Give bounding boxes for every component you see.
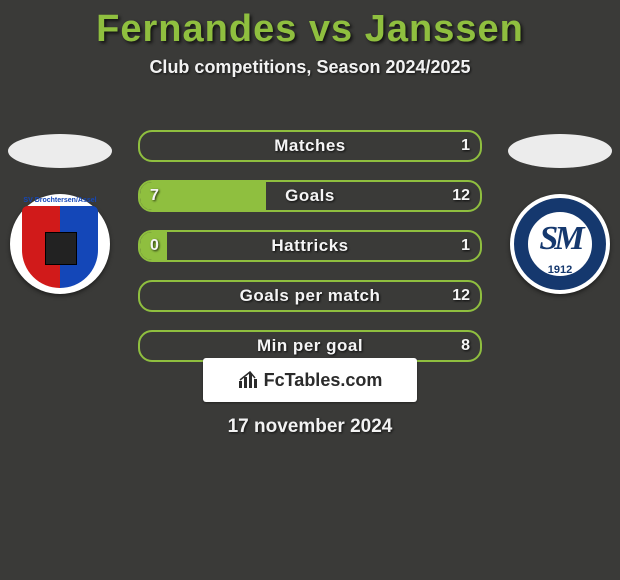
right-player-column: SM 1912 <box>500 134 620 294</box>
branding-badge: FcTables.com <box>203 358 417 402</box>
stat-label: Goals <box>140 182 480 210</box>
page-title: Fernandes vs Janssen <box>0 8 620 51</box>
stat-label: Hattricks <box>140 232 480 260</box>
stat-right-value: 8 <box>461 332 470 360</box>
stats-rows: Matches 1 7 Goals 12 0 Hattricks 1 Goals… <box>138 130 482 380</box>
stat-row-matches: Matches 1 <box>138 130 482 162</box>
stat-label: Matches <box>140 132 480 160</box>
left-club-badge-text: SV Drochtersen/Assel <box>10 197 110 204</box>
stat-right-value: 1 <box>461 132 470 160</box>
page-subtitle: Club competitions, Season 2024/2025 <box>0 57 620 78</box>
right-club-badge-letters: SM <box>510 220 610 258</box>
left-player-column: SV Drochtersen/Assel <box>0 134 120 294</box>
footer-date: 17 november 2024 <box>0 416 620 438</box>
branding-text: FcTables.com <box>264 370 383 391</box>
left-player-photo-placeholder <box>8 134 112 168</box>
stat-row-goals: 7 Goals 12 <box>138 180 482 212</box>
left-club-badge-shield <box>22 206 98 288</box>
bars-icon <box>238 371 260 389</box>
left-club-badge: SV Drochtersen/Assel <box>10 194 110 294</box>
comparison-card: Fernandes vs Janssen Club competitions, … <box>0 8 620 580</box>
stat-label: Goals per match <box>140 282 480 310</box>
right-club-badge: SM 1912 <box>510 194 610 294</box>
stat-right-value: 12 <box>452 182 470 210</box>
stat-row-hattricks: 0 Hattricks 1 <box>138 230 482 262</box>
stat-right-value: 12 <box>452 282 470 310</box>
stat-label: Min per goal <box>140 332 480 360</box>
stat-right-value: 1 <box>461 232 470 260</box>
right-player-photo-placeholder <box>508 134 612 168</box>
right-club-badge-year: 1912 <box>510 264 610 276</box>
stat-row-goals-per-match: Goals per match 12 <box>138 280 482 312</box>
